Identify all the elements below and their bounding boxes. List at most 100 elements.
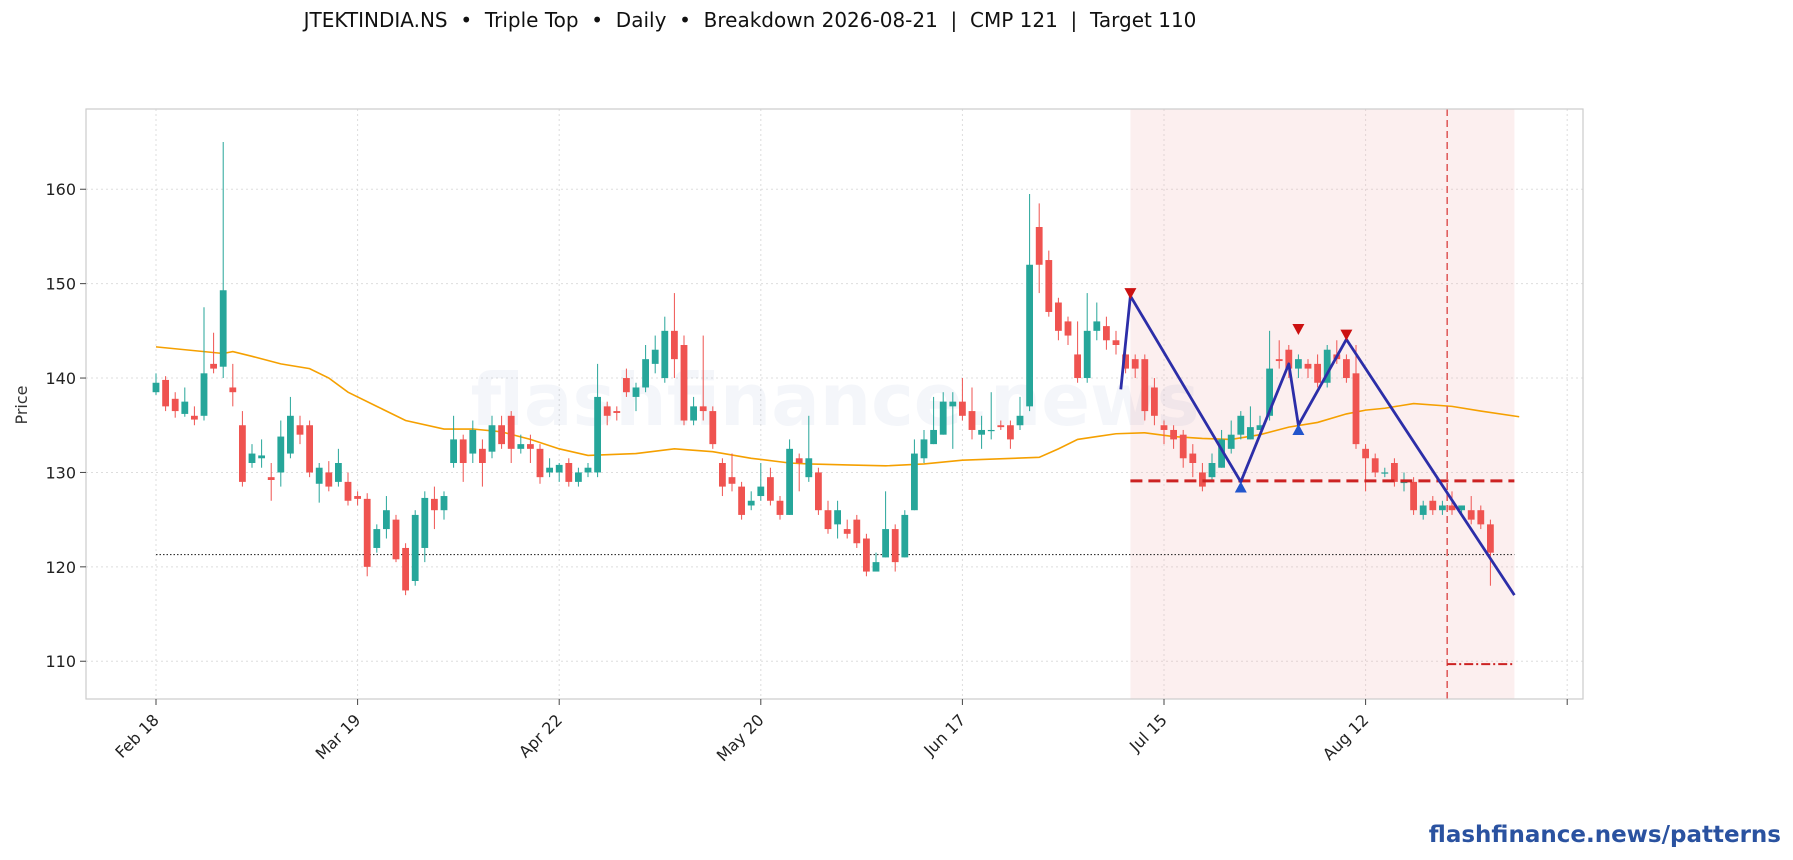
candle-body (1112, 340, 1120, 345)
candle (1266, 330, 1273, 421)
candle-body (517, 444, 525, 449)
candle (949, 392, 957, 449)
candle-body (594, 396, 601, 473)
candle-body (1179, 434, 1187, 459)
candle-body (603, 406, 611, 416)
candle-body (1074, 354, 1081, 379)
candle (824, 500, 832, 534)
candle (469, 420, 477, 463)
candle-body (344, 481, 352, 501)
candle (450, 415, 457, 468)
candle (959, 378, 966, 421)
candle-body (210, 363, 217, 369)
candle-body (1045, 260, 1053, 312)
x-tick-label: Apr 22 (515, 710, 566, 761)
candle-body (661, 330, 669, 379)
candle-body (1122, 354, 1129, 369)
candle-body (171, 398, 179, 412)
candle (1275, 340, 1283, 369)
candle (1381, 467, 1389, 478)
candle-body (1131, 359, 1139, 369)
candle-body (786, 448, 793, 515)
candle-body (843, 529, 851, 534)
plot-area (86, 109, 1583, 699)
candle (1035, 203, 1043, 294)
candle (248, 444, 256, 468)
candle-body (776, 500, 784, 515)
candle (1362, 444, 1369, 492)
candle (968, 387, 976, 440)
candle-body (987, 429, 995, 432)
candle (632, 382, 640, 412)
x-tick-label: May 20 (713, 710, 768, 765)
candle (1439, 500, 1446, 515)
candle-body (1439, 505, 1446, 511)
candle-body (1016, 415, 1024, 426)
candle (1160, 420, 1168, 445)
candle (507, 411, 515, 463)
candle-body (258, 455, 265, 459)
plot-background (86, 109, 1583, 699)
candle (1016, 396, 1024, 430)
candle (517, 434, 525, 454)
candle (239, 411, 246, 487)
candle-body (968, 411, 976, 430)
y-tick-label: 160 (45, 180, 76, 199)
candle-body (162, 379, 169, 407)
candle (1151, 378, 1158, 426)
candle (1237, 411, 1245, 440)
chart-title: JTEKTINDIA.NS • Triple Top • Daily • Bre… (303, 8, 1197, 32)
candle (363, 493, 371, 577)
candle-body (747, 500, 755, 506)
candle-body (1304, 363, 1312, 369)
candle (1170, 425, 1177, 449)
candle (901, 510, 909, 558)
candle-body (1285, 349, 1293, 369)
candle (911, 439, 918, 511)
candle (181, 387, 189, 417)
candle-body (728, 477, 736, 484)
candle (1323, 345, 1331, 388)
candle-body (651, 349, 659, 364)
candle-body (200, 373, 208, 416)
candle-body (699, 406, 707, 412)
candle-body (239, 425, 246, 482)
candle (863, 533, 870, 577)
candle-body (834, 510, 841, 525)
candle-body (277, 436, 285, 473)
candle-body (1256, 425, 1264, 430)
candle (191, 406, 198, 426)
candle (815, 467, 822, 515)
candle (1247, 406, 1254, 440)
candle-body (219, 290, 227, 367)
candle (642, 345, 649, 393)
candle (978, 415, 985, 449)
candle-body (440, 496, 448, 511)
candle (680, 335, 688, 426)
candle-body (623, 378, 630, 393)
candle-body (1477, 510, 1485, 525)
candle (565, 458, 573, 487)
candle-body (680, 345, 688, 421)
candle (1256, 415, 1264, 430)
candle (1026, 193, 1033, 412)
candle (1141, 354, 1149, 421)
candle (661, 316, 669, 383)
candle-body (805, 458, 813, 478)
candle (882, 491, 889, 558)
candle (786, 439, 793, 515)
candle (1093, 302, 1101, 341)
candle-body (1275, 359, 1283, 362)
candle-body (181, 401, 189, 414)
candle (1074, 321, 1081, 383)
candle-body (882, 529, 889, 558)
candle-body (901, 514, 909, 558)
candle (613, 406, 621, 421)
candle-body (488, 425, 496, 452)
x-tick-label: Jul 15 (1125, 710, 1171, 756)
candle-body (527, 444, 534, 449)
candle (344, 472, 352, 506)
candle (210, 332, 217, 374)
candle (728, 453, 736, 492)
candle-body (815, 472, 822, 511)
